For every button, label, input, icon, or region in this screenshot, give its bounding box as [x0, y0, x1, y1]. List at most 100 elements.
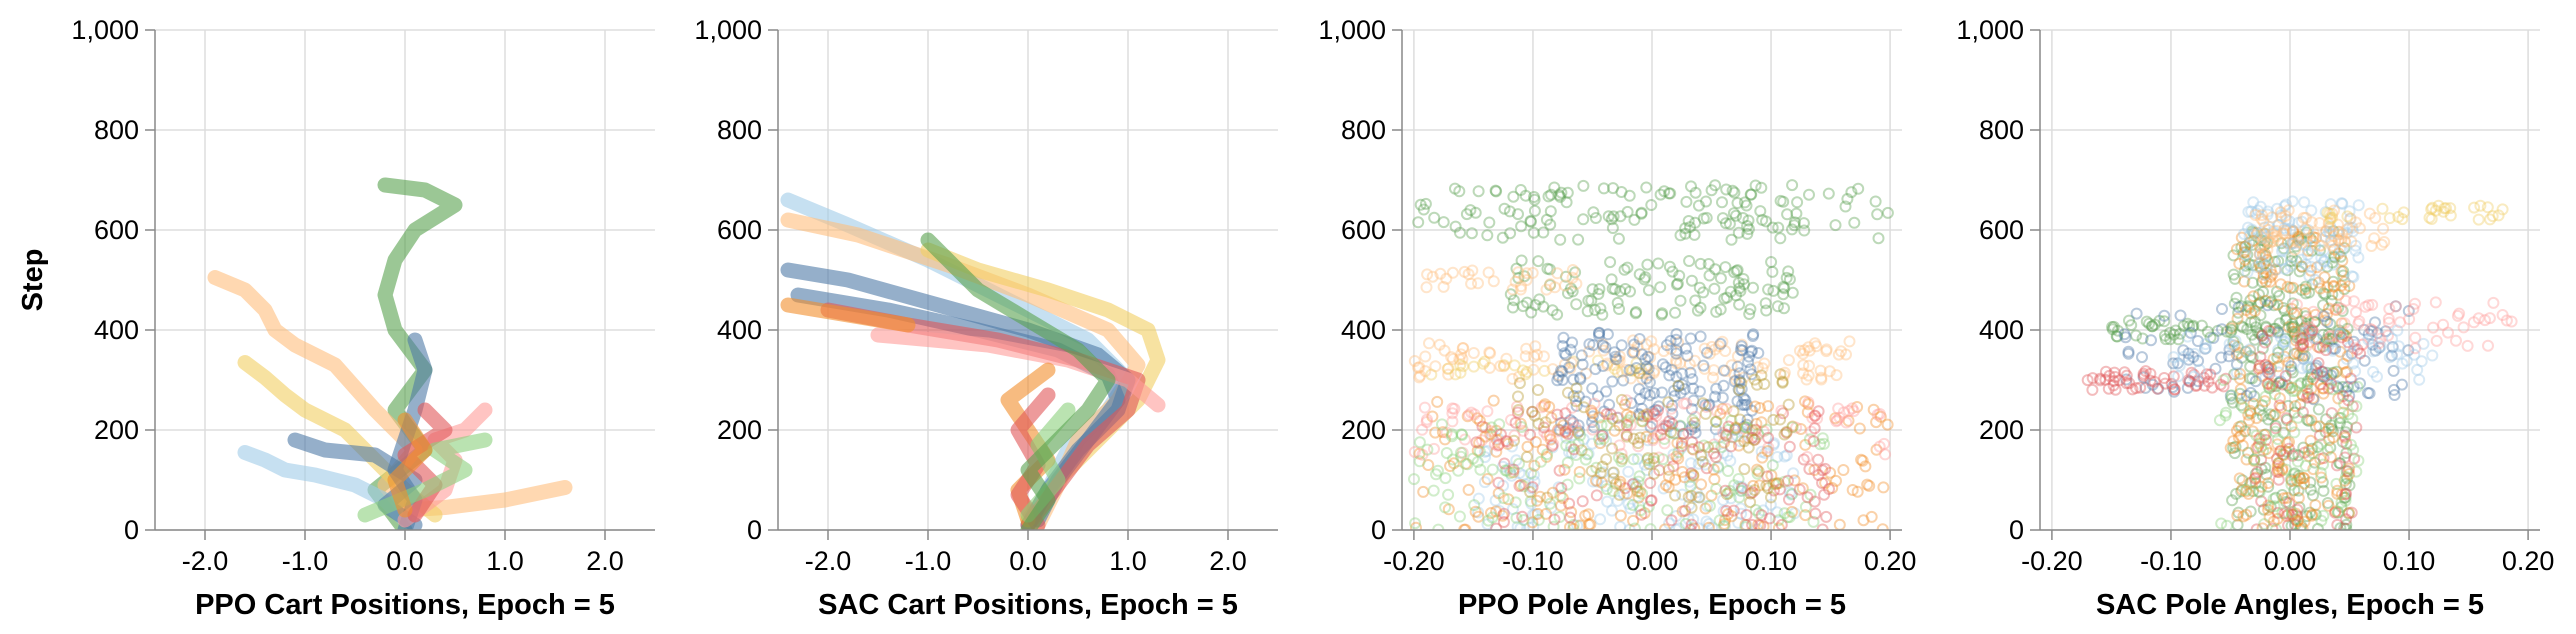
scatter-point: [1859, 460, 1872, 473]
scatter-point: [1663, 260, 1676, 273]
scatter-point: [1822, 187, 1835, 200]
scatter-point: [1635, 206, 1648, 219]
scatter-point: [1515, 280, 1528, 293]
scatter-point: [2338, 431, 2351, 444]
scatter-point: [1485, 425, 1498, 438]
scatter-point: [1438, 344, 1451, 357]
scatter-point: [2327, 275, 2340, 288]
scatter-point: [1593, 433, 1606, 446]
scatter-point: [1634, 485, 1646, 498]
scatter-point: [2243, 414, 2256, 427]
scatter-point: [1716, 196, 1728, 209]
scatter-point: [2338, 235, 2351, 248]
scatter-point: [1735, 484, 1748, 497]
series-marks: [2081, 195, 2518, 530]
scatter-point: [2338, 242, 2351, 255]
scatter-point: [1801, 491, 1814, 504]
scatter-point: [2340, 522, 2353, 530]
scatter-point: [1551, 267, 1564, 280]
scatter-point: [1694, 257, 1707, 270]
scatter-point: [1514, 417, 1527, 430]
scatter-point: [2305, 244, 2318, 257]
scatter-point: [2243, 301, 2256, 314]
scatter-point: [1746, 424, 1759, 437]
scatter-point: [2293, 501, 2306, 514]
scatter-point: [2301, 391, 2314, 404]
scatter-point: [1727, 504, 1740, 517]
scatter-point: [1561, 186, 1574, 199]
scatter-point: [2313, 420, 2326, 433]
scatter-point: [2347, 443, 2360, 456]
scatter-point: [2183, 375, 2196, 388]
scatter-point: [2130, 329, 2142, 342]
scatter-point: [1757, 425, 1770, 438]
scatter-point: [2295, 377, 2307, 390]
scatter-point: [2324, 318, 2337, 330]
scatter-point: [1823, 483, 1835, 495]
scatter-point: [2240, 345, 2252, 358]
scatter-point: [1566, 401, 1578, 414]
scatter-point: [2277, 426, 2290, 439]
scatter-point: [2274, 444, 2287, 457]
scatter-point: [2086, 372, 2099, 385]
scatter-point: [2313, 239, 2326, 252]
scatter-point: [2344, 212, 2357, 225]
scatter-point: [2326, 256, 2339, 269]
scatter-point: [2345, 347, 2358, 360]
scatter-point: [2324, 227, 2337, 240]
x-tick-label: -1.0: [905, 546, 952, 576]
scatter-point: [1616, 452, 1629, 465]
scatter-point: [1637, 367, 1650, 380]
scatter-point: [1737, 273, 1750, 285]
scatter-point: [2369, 316, 2381, 329]
scatter-point: [2317, 387, 2330, 400]
scatter-point: [1772, 477, 1785, 490]
scatter-point: [1726, 184, 1739, 197]
scatter-point: [1744, 188, 1757, 201]
scatter-point: [1669, 427, 1682, 439]
scatter-point: [1740, 509, 1753, 521]
scatter-point: [2228, 368, 2241, 381]
scatter-point: [1707, 371, 1719, 384]
y-tick-label: 1,000: [71, 15, 139, 45]
scatter-point: [2256, 409, 2269, 422]
scatter-point: [1421, 413, 1433, 426]
scatter-point: [1442, 488, 1455, 501]
scatter-point: [2307, 372, 2320, 385]
x-tick-label: 2.0: [586, 546, 624, 576]
scatter-point: [2331, 506, 2344, 519]
scatter-point: [2388, 389, 2401, 401]
scatter-point: [2322, 422, 2335, 435]
scatter-point: [2273, 376, 2286, 389]
scatter-point: [1738, 420, 1751, 433]
y-tick-label: 200: [1979, 415, 2024, 445]
scatter-point: [1635, 402, 1648, 415]
scatter-point: [2214, 378, 2227, 391]
scatter-point: [1745, 345, 1757, 358]
scatter-point: [1735, 507, 1748, 520]
scatter-point: [2321, 316, 2334, 328]
scatter-point: [1552, 481, 1565, 494]
scatter-point: [1408, 473, 1420, 486]
scatter-point: [2283, 436, 2295, 448]
scatter-point: [2332, 301, 2345, 314]
scatter-point: [2299, 287, 2312, 300]
scatter-point: [1788, 507, 1801, 520]
scatter-point: [2286, 317, 2299, 330]
scatter-point: [1757, 504, 1770, 517]
scatter-point: [1590, 461, 1603, 474]
scatter-point: [2366, 332, 2379, 345]
scatter-point: [2324, 441, 2337, 454]
scatter-point: [1642, 452, 1654, 465]
scatter-point: [1767, 284, 1780, 297]
scatter-point: [1881, 206, 1894, 219]
scatter-point: [1585, 294, 1598, 307]
scatter-point: [1729, 421, 1742, 434]
scatter-point: [2247, 234, 2260, 247]
scatter-point: [2367, 365, 2380, 378]
scatter-point: [2251, 466, 2264, 478]
scatter-point: [2292, 484, 2305, 497]
scatter-point: [2297, 337, 2309, 350]
scatter-point: [1597, 339, 1610, 352]
